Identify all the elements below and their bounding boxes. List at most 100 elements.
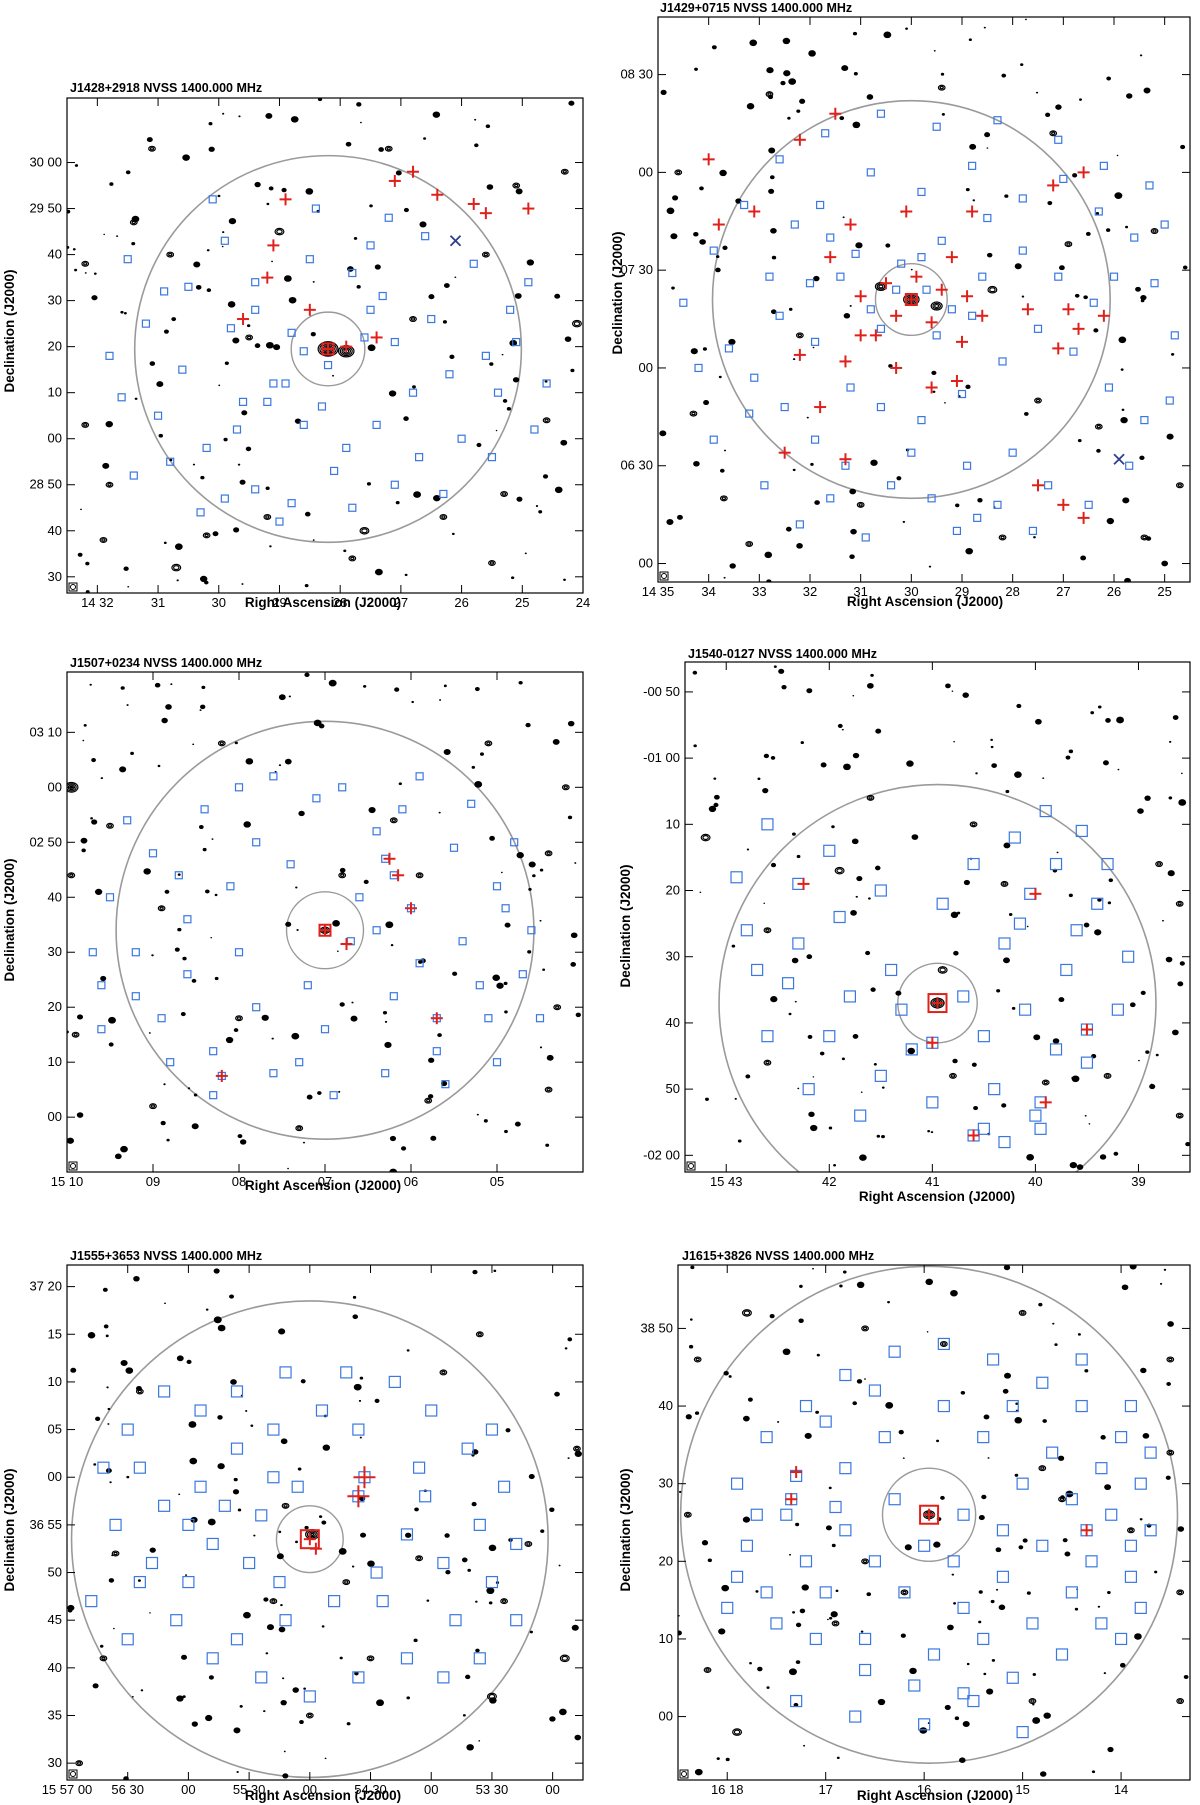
point-source — [518, 680, 523, 685]
point-source — [263, 1597, 269, 1602]
point-source — [770, 227, 777, 234]
point-source — [1114, 192, 1123, 199]
point-source — [1074, 293, 1080, 298]
galaxy-square-marker — [957, 389, 967, 399]
point-source — [185, 1574, 188, 1576]
point-source — [978, 1515, 985, 1521]
point-source — [1059, 265, 1065, 271]
contour-level — [236, 1016, 242, 1020]
point-source — [351, 1565, 355, 1568]
contour-level — [101, 538, 106, 542]
point-source — [268, 186, 274, 191]
point-source — [962, 692, 969, 698]
x-tick-label: 27 — [1056, 584, 1070, 599]
contour-level — [574, 1446, 580, 1451]
point-source — [539, 1046, 543, 1049]
point-source — [135, 1386, 142, 1392]
point-source — [795, 1622, 802, 1628]
galaxy-square-marker — [461, 1442, 474, 1455]
galaxy-square-marker — [279, 1614, 292, 1627]
radio-source-contour — [745, 540, 754, 547]
galaxy-square-marker — [485, 1575, 499, 1589]
point-source — [339, 1656, 343, 1660]
contour-level — [941, 1342, 946, 1346]
panel-1-xlabel: Right Ascension (J2000) — [245, 595, 401, 610]
point-source — [876, 1134, 881, 1138]
point-source — [339, 867, 346, 873]
point-source — [368, 806, 376, 814]
radio-source-contour — [561, 784, 570, 791]
panel-6-ylabel: Declination (J2000) — [618, 1468, 633, 1591]
galaxy-square-marker — [810, 435, 820, 444]
galaxy-square-marker — [874, 1069, 887, 1082]
galaxy-square-marker — [1099, 161, 1108, 170]
point-source — [693, 744, 697, 748]
radio-source-contour — [939, 1340, 948, 1347]
point-source — [791, 957, 799, 964]
target-square-marker — [321, 342, 335, 356]
x-tick-label: 24 — [576, 595, 590, 610]
contour-level — [1018, 1309, 1027, 1316]
point-source — [769, 1314, 775, 1319]
point-source — [134, 397, 138, 400]
point-source — [149, 1612, 151, 1614]
y-tick-label: 06 30 — [620, 458, 653, 473]
point-source — [852, 752, 860, 759]
point-source — [552, 738, 560, 745]
point-source — [1119, 1662, 1126, 1668]
point-source — [504, 922, 511, 928]
galaxy-square-marker — [780, 402, 789, 412]
contour-level — [836, 868, 843, 874]
point-source — [952, 1058, 958, 1064]
x-tick-label: 14 — [1114, 1782, 1128, 1797]
galaxy-square-marker — [295, 1058, 304, 1067]
point-source — [986, 252, 993, 258]
point-source — [788, 1012, 792, 1016]
contour-level — [987, 285, 998, 294]
point-source — [233, 1477, 238, 1482]
point-source — [72, 248, 76, 251]
contour-level — [1040, 1466, 1045, 1470]
radio-source-contour — [542, 417, 551, 424]
galaxy-square-marker — [983, 213, 992, 223]
point-source — [770, 756, 776, 760]
radio-source-contour — [481, 251, 490, 258]
point-source — [188, 1421, 197, 1428]
point-source — [792, 1611, 796, 1614]
point-source — [559, 1708, 567, 1716]
point-source — [723, 576, 726, 579]
contour-level — [1128, 1528, 1134, 1532]
point-source — [127, 585, 130, 588]
point-source — [67, 209, 71, 214]
point-source — [971, 1062, 977, 1067]
panel-3-ylabel: Declination (J2000) — [2, 858, 17, 981]
point-source — [677, 514, 683, 520]
galaxy-square-marker — [183, 915, 192, 924]
point-source — [719, 468, 725, 473]
point-source — [911, 834, 919, 840]
galaxy-square-marker — [977, 1632, 990, 1646]
radio-source-contour — [1038, 1465, 1047, 1472]
galaxy-square-marker — [381, 1069, 390, 1078]
panel-5: J1555+3653 NVSS 1400.000 MHz Right Ascen… — [2, 1249, 584, 1803]
galaxy-square-marker — [936, 897, 949, 910]
point-source — [445, 1569, 451, 1575]
galaxy-square-marker — [209, 1091, 218, 1100]
point-source — [995, 1547, 1002, 1553]
point-source — [729, 563, 736, 569]
point-source — [1033, 536, 1036, 539]
point-source — [870, 987, 876, 992]
point-source — [426, 1599, 430, 1602]
point-source — [243, 821, 251, 828]
galaxy-square-marker — [267, 1471, 280, 1484]
point-source — [224, 361, 229, 365]
point-source — [913, 1669, 916, 1672]
point-source — [991, 1658, 996, 1662]
point-source — [803, 1744, 806, 1747]
point-source — [385, 921, 394, 929]
galaxy-square-marker — [868, 1555, 882, 1568]
contour-level — [1103, 1072, 1112, 1079]
point-source — [126, 1475, 130, 1479]
galaxy-square-marker — [977, 1030, 990, 1043]
contour-level — [219, 741, 224, 746]
